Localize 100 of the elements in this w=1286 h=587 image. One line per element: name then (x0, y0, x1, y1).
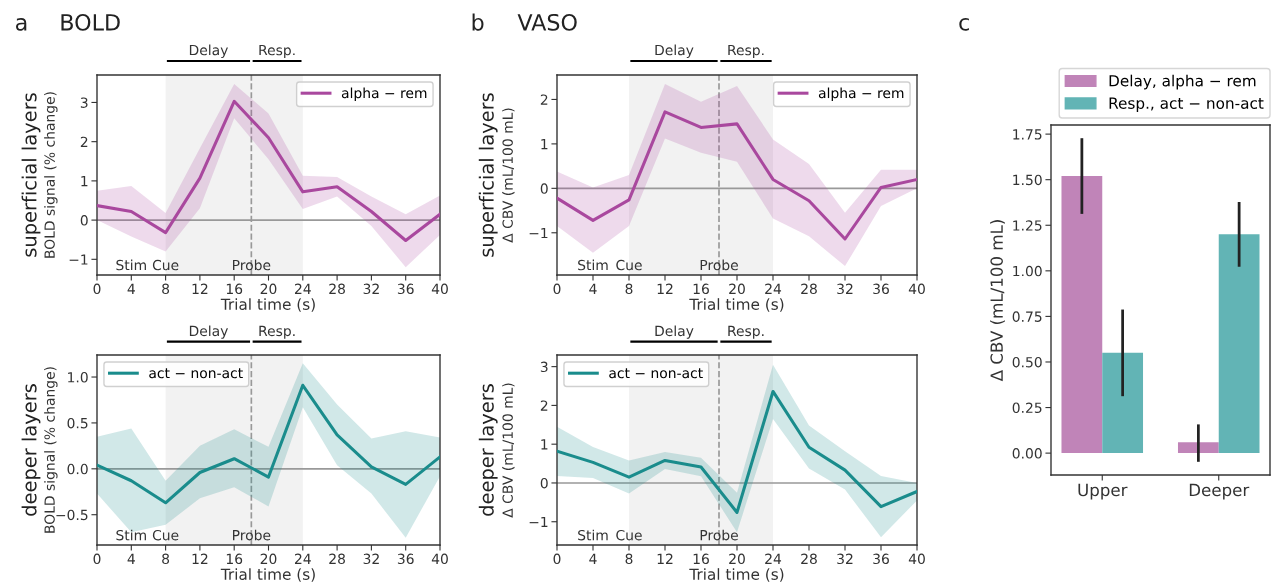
x-tick-label: 40 (908, 553, 925, 565)
y-tick-label: 1.0 (68, 372, 88, 383)
ref-line-label: Probe (700, 259, 738, 271)
x-tick-label: 20 (729, 553, 745, 565)
y-tick-label: −1 (529, 227, 548, 239)
line-series (557, 389, 917, 514)
band-label: Delay (655, 325, 694, 339)
x-tick-label: 8 (625, 283, 633, 295)
x-tick-label: 8 (162, 283, 170, 295)
x-tick-label: 8 (625, 553, 633, 565)
x-tick-label: 12 (657, 283, 673, 294)
x-tick-label: 36 (873, 283, 889, 295)
ref-line-label: Probe (233, 529, 271, 541)
y-tick-label: 1 (81, 176, 88, 187)
legend-label: Resp., act − non-act (1109, 97, 1264, 112)
y-tick-label: 1.00 (1013, 265, 1042, 277)
text: superficial layers (478, 93, 498, 257)
annotation: Cue (152, 259, 179, 271)
y-tick-label: 0.5 (67, 417, 88, 429)
x-tick-label: 16 (693, 283, 709, 295)
x-tick-label: 12 (192, 553, 208, 564)
annotation: Cue (152, 529, 179, 541)
bar (1177, 442, 1219, 454)
band-label: Resp. (259, 44, 295, 58)
y-tick-label: 0.0 (67, 463, 88, 475)
x-tick-label: 32 (837, 553, 853, 565)
y-tick-label: 2 (540, 94, 548, 105)
x-axis-title: Trial time (s) (220, 298, 315, 312)
legend-label: Delay, alpha − rem (1109, 74, 1256, 90)
x-tick-label: 28 (801, 283, 817, 295)
bar (1061, 176, 1103, 454)
annotation: Cue (616, 259, 642, 271)
legend-label: act − non-act (149, 368, 243, 379)
y-axis-title: Δ CBV (mL/100 mL) (990, 220, 1005, 382)
x-tick-label: 4 (589, 283, 597, 294)
line-series (557, 110, 917, 241)
x-tick-label: 36 (397, 283, 414, 295)
x-tick-label: 0 (553, 283, 561, 295)
y-tick-label: 0.00 (1012, 448, 1042, 459)
band-label: Resp. (259, 325, 295, 339)
y-tick-label: 1.50 (1013, 174, 1042, 186)
text: a (16, 17, 27, 31)
text: deeper layers (478, 384, 498, 516)
band-label: Resp. (728, 325, 764, 339)
y-tick-label: 0 (540, 183, 548, 194)
x-tick-label: 20 (260, 283, 277, 295)
text: deeper layers (21, 384, 41, 516)
x-tick-label: 32 (363, 283, 379, 295)
x-tick-label: 20 (729, 283, 745, 295)
y-tick-label: −1 (529, 516, 548, 528)
band-label: Delay (189, 44, 228, 58)
chart-title: BOLD (61, 13, 120, 31)
text: b (472, 13, 484, 31)
x-tick-label: 12 (192, 283, 208, 294)
x-tick-label: 24 (765, 553, 782, 564)
annotation: Stim (578, 259, 608, 271)
legend-label: alpha − rem (818, 87, 904, 101)
y-axis-title: Δ CBV (mL/100 mL) (502, 383, 515, 518)
y-tick-label: 2 (80, 136, 88, 147)
x-tick-label: 32 (363, 553, 379, 565)
annotation: Stim (116, 529, 146, 541)
y-tick-label: 1 (541, 439, 548, 450)
chart-title: VASO (517, 13, 577, 31)
ref-line-label: Probe (233, 259, 271, 271)
x-tick-label: 16 (226, 553, 243, 565)
text: superficial layers (21, 93, 41, 257)
x-tick-label: 40 (908, 283, 925, 295)
x-tick-label: 36 (873, 553, 889, 565)
y-tick-label: 3 (540, 361, 548, 373)
x-tick-label: 24 (294, 283, 311, 294)
x-axis-title: Trial time (s) (689, 298, 784, 312)
annotation: Cue (616, 529, 642, 541)
x-tick-label: 0 (553, 553, 561, 565)
x-tick-label: 40 (431, 283, 448, 295)
text: c (959, 17, 969, 31)
x-axis-title: Trial time (s) (689, 568, 784, 582)
y-tick-label: 0.50 (1012, 356, 1042, 368)
x-tick-label: 20 (260, 553, 277, 565)
y-tick-label: 2 (540, 400, 548, 411)
bar (1218, 234, 1260, 454)
annotation: Stim (578, 529, 608, 541)
x-axis-title: Trial time (s) (220, 568, 315, 582)
x-tick-label: 40 (431, 553, 448, 565)
annotation: Stim (116, 259, 146, 271)
y-axis-title: BOLD signal (% change) (44, 92, 58, 258)
x-tick-label: 8 (162, 553, 170, 565)
legend-label: alpha − rem (341, 87, 427, 101)
y-tick-label: −1 (69, 254, 88, 265)
x-tick-label: 0 (93, 283, 101, 295)
y-tick-label: 0.75 (1012, 311, 1042, 322)
y-tick-label: 1.25 (1013, 220, 1042, 231)
x-tick-label: 12 (657, 553, 673, 564)
x-tick-label: 4 (127, 283, 135, 294)
y-tick-label: 1 (541, 139, 548, 150)
x-tick-label: Deeper (1189, 483, 1250, 500)
y-tick-label: 0.25 (1012, 402, 1042, 414)
x-tick-label: 28 (801, 553, 817, 565)
x-tick-label: 24 (765, 283, 782, 294)
bar (1102, 352, 1144, 454)
y-tick-label: 1.75 (1013, 129, 1042, 140)
